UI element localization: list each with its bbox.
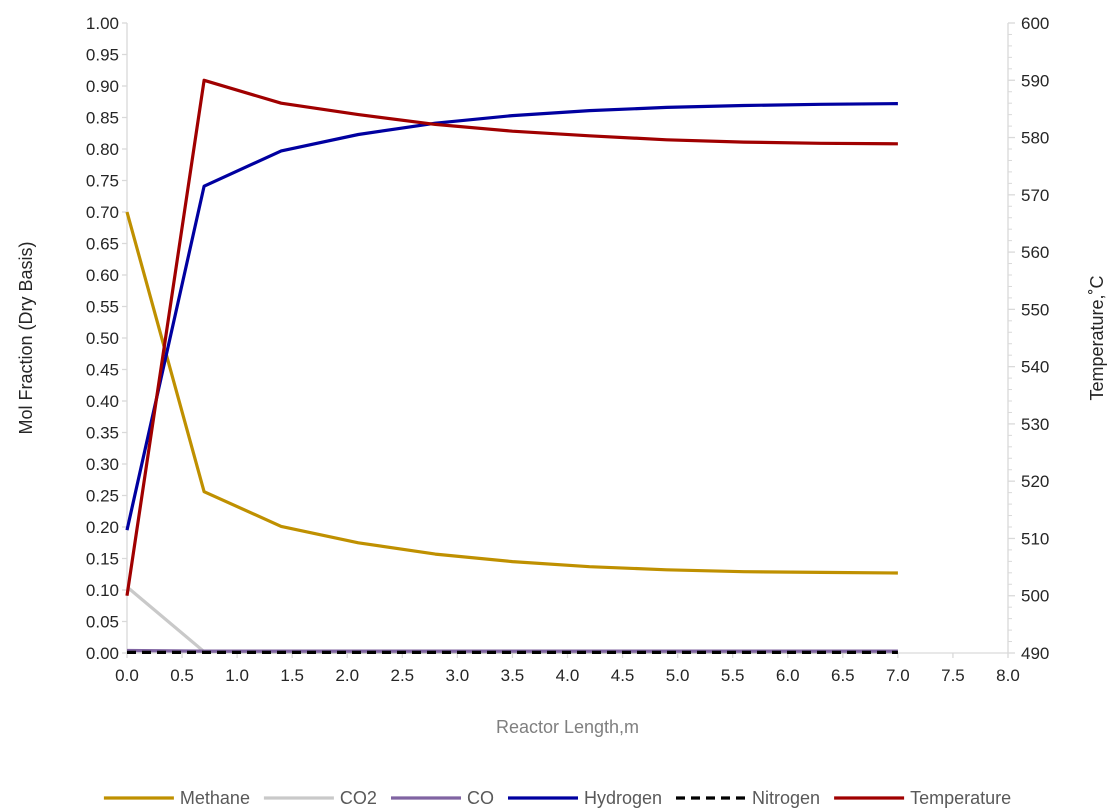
legend-item-co: CO [391,788,494,808]
y2-tick-label: 590 [1021,71,1049,90]
y-tick-label: 0.85 [86,109,119,128]
y-tick-label: 0.60 [86,266,119,285]
y-axis-title: Mol Fraction (Dry Basis) [16,241,36,434]
y-tick-label: 0.25 [86,487,119,506]
series-line-co [126,648,898,653]
y2-tick-label: 560 [1021,243,1049,262]
series-line-temperature [125,78,898,596]
y-tick-label: 0.35 [86,424,119,443]
y2-tick-label: 500 [1021,587,1049,606]
legend-item-hydrogen: Hydrogen [508,788,662,808]
y-tick-label: 0.40 [86,392,119,411]
y-tick-label: 0.45 [86,361,119,380]
legend-label: Hydrogen [584,788,662,808]
y2-axis-title: Temperature,˚C [1087,275,1107,400]
y2-tick-label: 550 [1021,300,1049,319]
y2-tick-label: 580 [1021,129,1049,148]
y2-tick-label: 520 [1021,472,1049,491]
x-tick-label: 5.0 [666,666,690,685]
y2-tick-label: 600 [1021,14,1049,33]
x-tick-label: 2.5 [390,666,414,685]
series-line-hydrogen [125,102,898,531]
y-tick-label: 0.90 [86,77,119,96]
legend: Methane CO2 CO Hydrogen Nitrogen Temperature [103,788,1011,808]
legend-label: Nitrogen [752,788,820,808]
x-tick-label: 7.5 [941,666,965,685]
y2-tick-label: 490 [1021,644,1049,663]
x-tick-label: 1.5 [280,666,304,685]
y-tick-label: 0.20 [86,518,119,537]
y2-tick-label: 540 [1021,358,1049,377]
x-tick-label: 4.5 [611,666,635,685]
legend-label: CO [467,788,494,808]
y-tick-label: 0.05 [86,613,119,632]
y-tick-label: 0.70 [86,203,119,222]
y-tick-label: 0.15 [86,550,119,569]
y-tick-label: 0.75 [86,172,119,191]
y-tick-label: 0.50 [86,329,119,348]
legend-label: CO2 [340,788,377,808]
y-tick-label: 0.55 [86,298,119,317]
series-line-methane [125,211,898,575]
legend-label: Methane [180,788,250,808]
x-tick-label: 7.0 [886,666,910,685]
series-layer [125,78,898,655]
y-tick-label: 0.10 [86,581,119,600]
y2-tick-label: 510 [1021,529,1049,548]
y2-tick-label: 530 [1021,415,1049,434]
y-tick-label: 0.30 [86,455,119,474]
x-tick-label: 1.0 [225,666,249,685]
legend-label: Temperature [910,788,1011,808]
y-tick-label: 0.65 [86,235,119,254]
y-tick-label: 0.95 [86,46,119,65]
x-tick-label: 3.0 [446,666,470,685]
y-tick-label: 0.80 [86,140,119,159]
y-tick-label: 0.00 [86,644,119,663]
legend-item-co2: CO2 [263,788,377,808]
y-tick-label: 1.00 [86,14,119,33]
x-tick-label: 4.0 [556,666,580,685]
x-tick-label: 0.0 [115,666,139,685]
x-tick-label: 3.5 [501,666,525,685]
x-tick-label: 0.5 [170,666,194,685]
series-line-co2 [125,585,898,655]
legend-item-nitrogen: Nitrogen [676,788,820,808]
x-tick-label: 6.0 [776,666,800,685]
x-tick-label: 6.5 [831,666,855,685]
x-tick-label: 2.0 [335,666,359,685]
x-axis-title: Reactor Length,m [496,717,639,737]
x-tick-label: 5.5 [721,666,745,685]
y2-tick-label: 570 [1021,186,1049,205]
axes: 0.00 0.05 0.10 0.15 0.20 0.25 0.30 0.35 0.40 0.45… [86,14,1049,685]
legend-item-methane: Methane [103,788,250,808]
legend-item-temperature: Temperature [834,788,1011,808]
x-tick-label: 8.0 [996,666,1020,685]
